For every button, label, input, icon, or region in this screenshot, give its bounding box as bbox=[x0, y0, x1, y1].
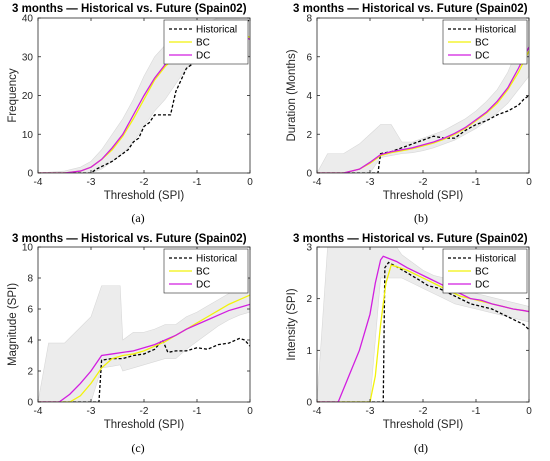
legend-label-historical: Historical bbox=[475, 25, 516, 36]
x-tick-label: -1 bbox=[193, 406, 202, 417]
y-tick-label: 0 bbox=[27, 398, 33, 409]
x-axis-label: Threshold (SPI) bbox=[104, 419, 185, 431]
y-tick-label: 2 bbox=[306, 294, 312, 305]
x-tick-label: -2 bbox=[140, 406, 149, 417]
y-axis-label: Duration (Months) bbox=[286, 49, 298, 141]
x-tick-label: 0 bbox=[526, 177, 532, 188]
y-tick-label: 1 bbox=[306, 346, 312, 357]
y-tick-label: 8 bbox=[27, 274, 33, 285]
y-axis-label: Magnitude (SPI) bbox=[7, 283, 19, 366]
x-tick-label: -1 bbox=[193, 177, 202, 188]
chart-title: 3 months — Historical vs. Future (Spain0… bbox=[12, 3, 247, 15]
legend: Historical BC DC bbox=[163, 19, 249, 65]
x-axis-label: Threshold (SPI) bbox=[383, 190, 464, 202]
series-line-dc bbox=[317, 46, 529, 173]
chart-title: 3 months — Historical vs. Future (Spain0… bbox=[293, 233, 528, 245]
series-line-historical bbox=[38, 337, 250, 402]
y-tick-label: 6 bbox=[27, 305, 33, 316]
x-tick-label: -2 bbox=[140, 177, 149, 188]
uncertainty-band bbox=[38, 277, 250, 402]
legend-label-dc: DC bbox=[475, 280, 489, 291]
chart-panel-1: 3 months — Historical vs. Future (Spain0… bbox=[7, 3, 253, 225]
y-tick-label: 8 bbox=[306, 14, 312, 25]
series-line-historical bbox=[317, 261, 529, 402]
y-tick-label: 10 bbox=[22, 130, 34, 141]
x-tick-label: -4 bbox=[313, 177, 322, 188]
legend-label-dc: DC bbox=[196, 51, 210, 62]
chart-title: 3 months — Historical vs. Future (Spain0… bbox=[12, 233, 247, 245]
legend-label-dc: DC bbox=[475, 51, 489, 62]
series-line-bc bbox=[317, 50, 529, 173]
y-tick-label: 4 bbox=[306, 91, 312, 102]
y-tick-label: 30 bbox=[22, 52, 34, 63]
x-tick-label: 0 bbox=[247, 406, 253, 417]
y-tick-label: 2 bbox=[27, 367, 33, 378]
chart-panel-2: 3 months — Historical vs. Future (Spain0… bbox=[286, 3, 532, 225]
x-tick-label: -2 bbox=[419, 406, 428, 417]
panel-caption: (c) bbox=[131, 441, 144, 455]
legend-label-historical: Historical bbox=[196, 254, 237, 265]
chart-panel-3: 3 months — Historical vs. Future (Spain0… bbox=[7, 233, 253, 455]
uncertainty-band bbox=[317, 18, 529, 173]
y-tick-label: 6 bbox=[306, 52, 312, 63]
y-tick-label: 0 bbox=[306, 398, 312, 409]
panel-caption: (d) bbox=[414, 441, 428, 455]
uncertainty-band bbox=[317, 247, 529, 402]
x-tick-label: 0 bbox=[247, 177, 253, 188]
x-tick-label: -1 bbox=[472, 406, 481, 417]
legend-label-historical: Historical bbox=[196, 25, 237, 36]
y-tick-label: 4 bbox=[27, 336, 33, 347]
legend-label-bc: BC bbox=[475, 38, 489, 49]
x-tick-label: -2 bbox=[419, 177, 428, 188]
x-tick-label: -4 bbox=[34, 406, 43, 417]
legend-label-dc: DC bbox=[196, 280, 210, 291]
series-line-dc bbox=[317, 255, 529, 402]
legend-label-bc: BC bbox=[196, 267, 210, 278]
x-tick-label: -3 bbox=[366, 406, 375, 417]
y-tick-label: 3 bbox=[306, 243, 312, 254]
y-tick-label: 40 bbox=[22, 14, 34, 25]
y-tick-label: 10 bbox=[22, 243, 34, 254]
y-tick-label: 0 bbox=[27, 169, 33, 180]
legend: Historical BC DC bbox=[163, 248, 249, 294]
y-axis-label: Frequency bbox=[7, 68, 19, 123]
y-tick-label: 0 bbox=[306, 169, 312, 180]
legend-label-bc: BC bbox=[475, 267, 489, 278]
chart-panel-4: 3 months — Historical vs. Future (Spain0… bbox=[286, 233, 532, 455]
legend-label-historical: Historical bbox=[475, 254, 516, 265]
x-tick-label: -1 bbox=[472, 177, 481, 188]
y-axis-label: Intensity (SPI) bbox=[286, 288, 298, 360]
legend-label-bc: BC bbox=[196, 38, 210, 49]
x-axis-label: Threshold (SPI) bbox=[383, 419, 464, 431]
x-tick-label: 0 bbox=[526, 406, 532, 417]
legend: Historical BC DC bbox=[442, 248, 528, 294]
y-tick-label: 20 bbox=[22, 91, 34, 102]
x-tick-label: -4 bbox=[313, 406, 322, 417]
chart-title: 3 months — Historical vs. Future (Spain0… bbox=[293, 3, 528, 15]
x-tick-label: -4 bbox=[34, 177, 43, 188]
series-line-bc bbox=[38, 294, 250, 402]
x-tick-label: -3 bbox=[87, 177, 96, 188]
legend: Historical BC DC bbox=[442, 19, 528, 65]
y-tick-label: 2 bbox=[306, 130, 312, 141]
panel-caption: (a) bbox=[131, 211, 144, 225]
panel-caption: (b) bbox=[414, 211, 428, 225]
x-tick-label: -3 bbox=[366, 177, 375, 188]
x-axis-label: Threshold (SPI) bbox=[104, 190, 185, 202]
x-tick-label: -3 bbox=[87, 406, 96, 417]
series-line-dc bbox=[38, 303, 250, 402]
